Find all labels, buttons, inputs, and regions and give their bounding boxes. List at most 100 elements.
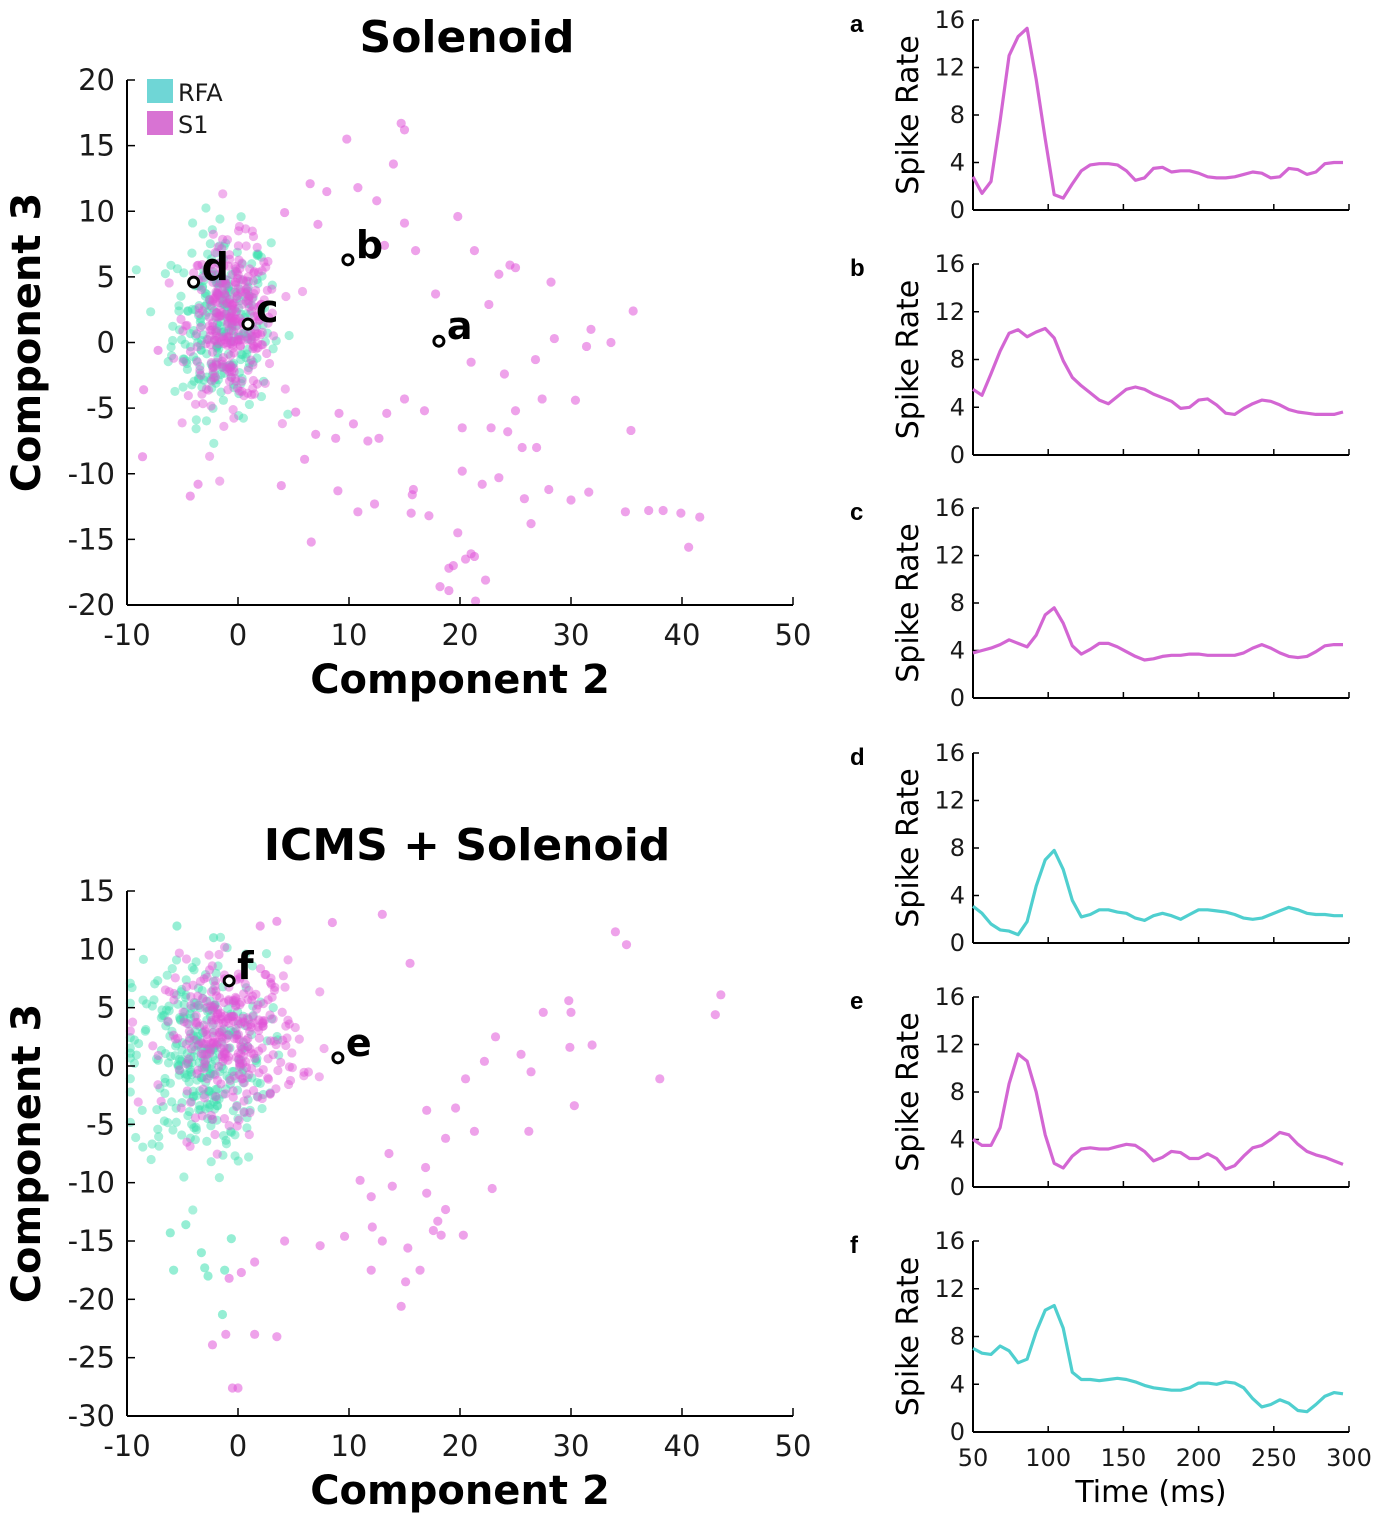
scatter-point xyxy=(222,298,232,308)
scatter-point xyxy=(294,1034,304,1044)
scatter-point xyxy=(192,329,202,339)
scatter-point xyxy=(179,1013,189,1024)
scatter-point xyxy=(232,1033,242,1044)
scatter-point xyxy=(241,296,251,306)
scatter-point xyxy=(239,1096,249,1106)
scatter-point xyxy=(212,319,222,329)
scatter-point xyxy=(183,1111,193,1121)
scatter-point xyxy=(201,266,212,276)
scatter-point xyxy=(211,1039,222,1049)
scatter-point xyxy=(125,1053,135,1063)
scatter-point xyxy=(203,385,214,395)
scatter-point xyxy=(241,224,251,234)
scatter-point xyxy=(222,235,233,245)
scatter-point xyxy=(216,278,226,288)
y-tick-label: -5 xyxy=(86,391,115,425)
scatter-point xyxy=(519,494,529,504)
scatter-point xyxy=(215,1008,225,1018)
scatter-point xyxy=(229,358,239,368)
x-tick-label: 20 xyxy=(442,618,479,652)
scatter-point xyxy=(208,976,219,986)
scatter-point xyxy=(212,341,222,351)
scatter-point xyxy=(242,1021,252,1031)
scatter-point xyxy=(249,268,259,278)
scatter-point xyxy=(213,289,223,299)
scatter-point xyxy=(216,369,226,380)
scatter-point xyxy=(218,352,228,363)
y-axis-title: Spike Rate xyxy=(891,280,926,440)
scatter-point xyxy=(234,332,244,342)
scatter-point xyxy=(232,288,242,298)
scatter-point xyxy=(216,1043,226,1054)
scatter-point xyxy=(172,264,183,274)
scatter-point xyxy=(272,1031,282,1042)
scatter-point xyxy=(261,969,271,980)
scatter-point xyxy=(177,1054,187,1065)
scatter-point xyxy=(172,921,182,931)
scatter-point xyxy=(256,252,266,262)
scatter-point xyxy=(181,1073,191,1083)
scatter-point xyxy=(184,1036,194,1046)
scatter-point xyxy=(196,1044,206,1054)
scatter-point xyxy=(138,1142,148,1152)
scatter-point xyxy=(217,359,228,369)
scatter-point xyxy=(209,335,219,345)
scatter-point xyxy=(260,337,270,347)
scatter-point xyxy=(209,373,219,383)
panel-letter: f xyxy=(850,1232,859,1259)
scatter-point xyxy=(243,388,253,398)
scatter-point xyxy=(258,1064,268,1075)
y-tick-label: 16 xyxy=(934,6,965,34)
scatter-point xyxy=(221,1084,231,1094)
scatter-point xyxy=(205,1068,215,1078)
scatter-point xyxy=(248,340,258,350)
scatter-point xyxy=(182,320,192,330)
scatter-point xyxy=(208,1019,218,1029)
scatter-point xyxy=(247,259,257,269)
scatter-point xyxy=(185,1064,195,1074)
scatter-point xyxy=(188,1086,198,1096)
scatter-point xyxy=(204,1085,214,1096)
scatter-point xyxy=(178,1007,188,1017)
scatter-point xyxy=(219,338,229,349)
scatter-point xyxy=(212,288,222,298)
scatter-point xyxy=(315,987,325,997)
scatter-point xyxy=(210,1055,220,1066)
scatter-point xyxy=(374,433,384,443)
scatter-point xyxy=(215,291,225,301)
scatter-point xyxy=(227,320,237,330)
x-tick-label: 50 xyxy=(958,1444,989,1472)
scatter-point xyxy=(201,1024,211,1035)
scatter-point xyxy=(195,361,205,371)
scatter-point xyxy=(200,301,210,311)
scatter-point xyxy=(182,1018,192,1029)
scatter-point xyxy=(241,1057,251,1067)
scatter-point xyxy=(227,1011,237,1021)
scatter-point xyxy=(178,1012,188,1022)
spike-rate-line xyxy=(972,326,1344,416)
scatter-point xyxy=(587,1040,597,1050)
scatter-point xyxy=(236,1055,246,1065)
scatter-point xyxy=(213,242,223,252)
scatter-point xyxy=(259,303,270,313)
scatter-point xyxy=(209,335,220,345)
scatter-point xyxy=(363,436,373,446)
scatter-point xyxy=(526,1067,536,1077)
scatter-point xyxy=(248,1001,258,1011)
scatter-point xyxy=(205,451,215,461)
scatter-point xyxy=(228,1092,238,1102)
scatter-point xyxy=(262,328,273,338)
scatter-point xyxy=(230,992,241,1002)
scatter-point xyxy=(210,1000,220,1010)
scatter-point xyxy=(129,1035,140,1045)
scatter-point xyxy=(253,343,263,353)
scatter-point xyxy=(206,358,217,368)
scatter-point xyxy=(166,342,176,352)
scatter-point xyxy=(196,345,206,355)
scatter-point xyxy=(191,998,201,1008)
scatter-point xyxy=(232,1030,242,1040)
scatter-point xyxy=(428,1225,438,1236)
scatter-point xyxy=(251,285,261,296)
scatter-point xyxy=(238,413,249,423)
scatter-point xyxy=(174,1070,184,1080)
